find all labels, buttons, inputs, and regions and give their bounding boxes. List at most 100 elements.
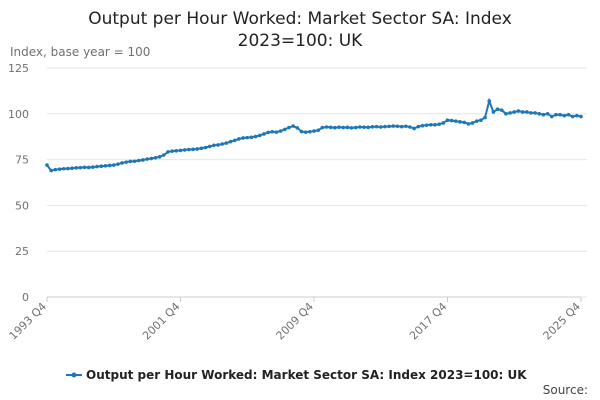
point	[370, 125, 375, 129]
point	[45, 163, 49, 167]
point	[53, 167, 58, 172]
point	[387, 124, 391, 129]
point	[316, 128, 320, 133]
point	[358, 125, 362, 129]
point	[337, 125, 341, 129]
point	[399, 124, 404, 129]
point	[207, 144, 212, 149]
x-tick-label: 1993 Q4	[7, 300, 50, 343]
point	[320, 125, 325, 130]
point	[86, 165, 91, 170]
point	[512, 110, 517, 114]
point	[95, 164, 99, 169]
point	[220, 142, 225, 146]
point	[470, 121, 475, 125]
y-axis-label: Index, base year = 100	[10, 45, 150, 59]
point	[157, 155, 162, 159]
point	[111, 163, 116, 167]
point	[270, 129, 275, 134]
chart-title: Output per Hour Worked: Market Sector SA…	[88, 9, 512, 51]
point	[99, 164, 104, 168]
point	[403, 124, 408, 129]
point	[249, 135, 254, 140]
point	[199, 146, 204, 151]
x-tick-label: 2001 Q4	[140, 300, 183, 343]
point	[257, 133, 262, 138]
point	[74, 166, 79, 170]
point	[174, 149, 179, 153]
point	[537, 112, 542, 116]
x-tick-label: 2025 Q4	[541, 300, 584, 343]
point	[187, 147, 191, 152]
point	[107, 163, 112, 168]
point	[529, 111, 533, 115]
point	[303, 130, 308, 134]
point	[103, 164, 108, 168]
point	[237, 137, 241, 141]
point	[78, 165, 83, 170]
point	[328, 125, 333, 130]
point	[145, 157, 149, 161]
point	[483, 115, 487, 120]
point	[516, 109, 521, 113]
point	[149, 156, 154, 161]
point	[366, 125, 371, 130]
point	[441, 121, 446, 125]
point	[333, 125, 337, 130]
point	[412, 126, 416, 131]
point	[82, 165, 87, 170]
point	[374, 124, 379, 129]
point	[491, 110, 496, 114]
point	[166, 150, 170, 154]
point	[570, 114, 575, 119]
point	[558, 112, 562, 117]
point	[533, 111, 537, 115]
point	[383, 124, 387, 129]
point	[228, 139, 233, 144]
point	[541, 112, 546, 117]
point	[508, 111, 512, 115]
source: Source:	[543, 383, 588, 397]
legend-label: Output per Hour Worked: Market Sector SA…	[86, 368, 527, 382]
x-tick-label: 2009 Q4	[274, 300, 317, 343]
point	[232, 138, 237, 143]
point	[195, 147, 199, 151]
point	[253, 134, 258, 139]
point	[520, 110, 525, 114]
point	[349, 126, 354, 130]
point	[191, 147, 195, 152]
point	[153, 155, 158, 160]
point	[203, 145, 208, 150]
point	[124, 160, 129, 164]
point	[479, 118, 483, 123]
point	[308, 129, 312, 134]
point	[579, 114, 583, 119]
point	[245, 135, 250, 140]
point	[487, 99, 492, 103]
point	[116, 162, 120, 166]
point	[524, 110, 529, 114]
point	[299, 129, 304, 134]
point	[466, 122, 471, 126]
point	[445, 118, 450, 123]
point	[420, 123, 425, 128]
point	[224, 141, 229, 145]
point	[378, 125, 383, 129]
point	[61, 166, 66, 171]
point	[120, 161, 124, 165]
point	[462, 120, 466, 125]
point	[266, 130, 270, 135]
y-tick-label: 100	[8, 108, 29, 121]
point	[70, 166, 74, 171]
point	[554, 112, 558, 117]
point	[278, 129, 283, 133]
point	[341, 125, 346, 130]
point	[182, 148, 187, 152]
point	[291, 124, 295, 128]
point	[132, 159, 137, 164]
point	[437, 122, 441, 127]
point	[57, 167, 62, 171]
point	[216, 143, 220, 147]
y-tick-label: 125	[8, 62, 29, 75]
